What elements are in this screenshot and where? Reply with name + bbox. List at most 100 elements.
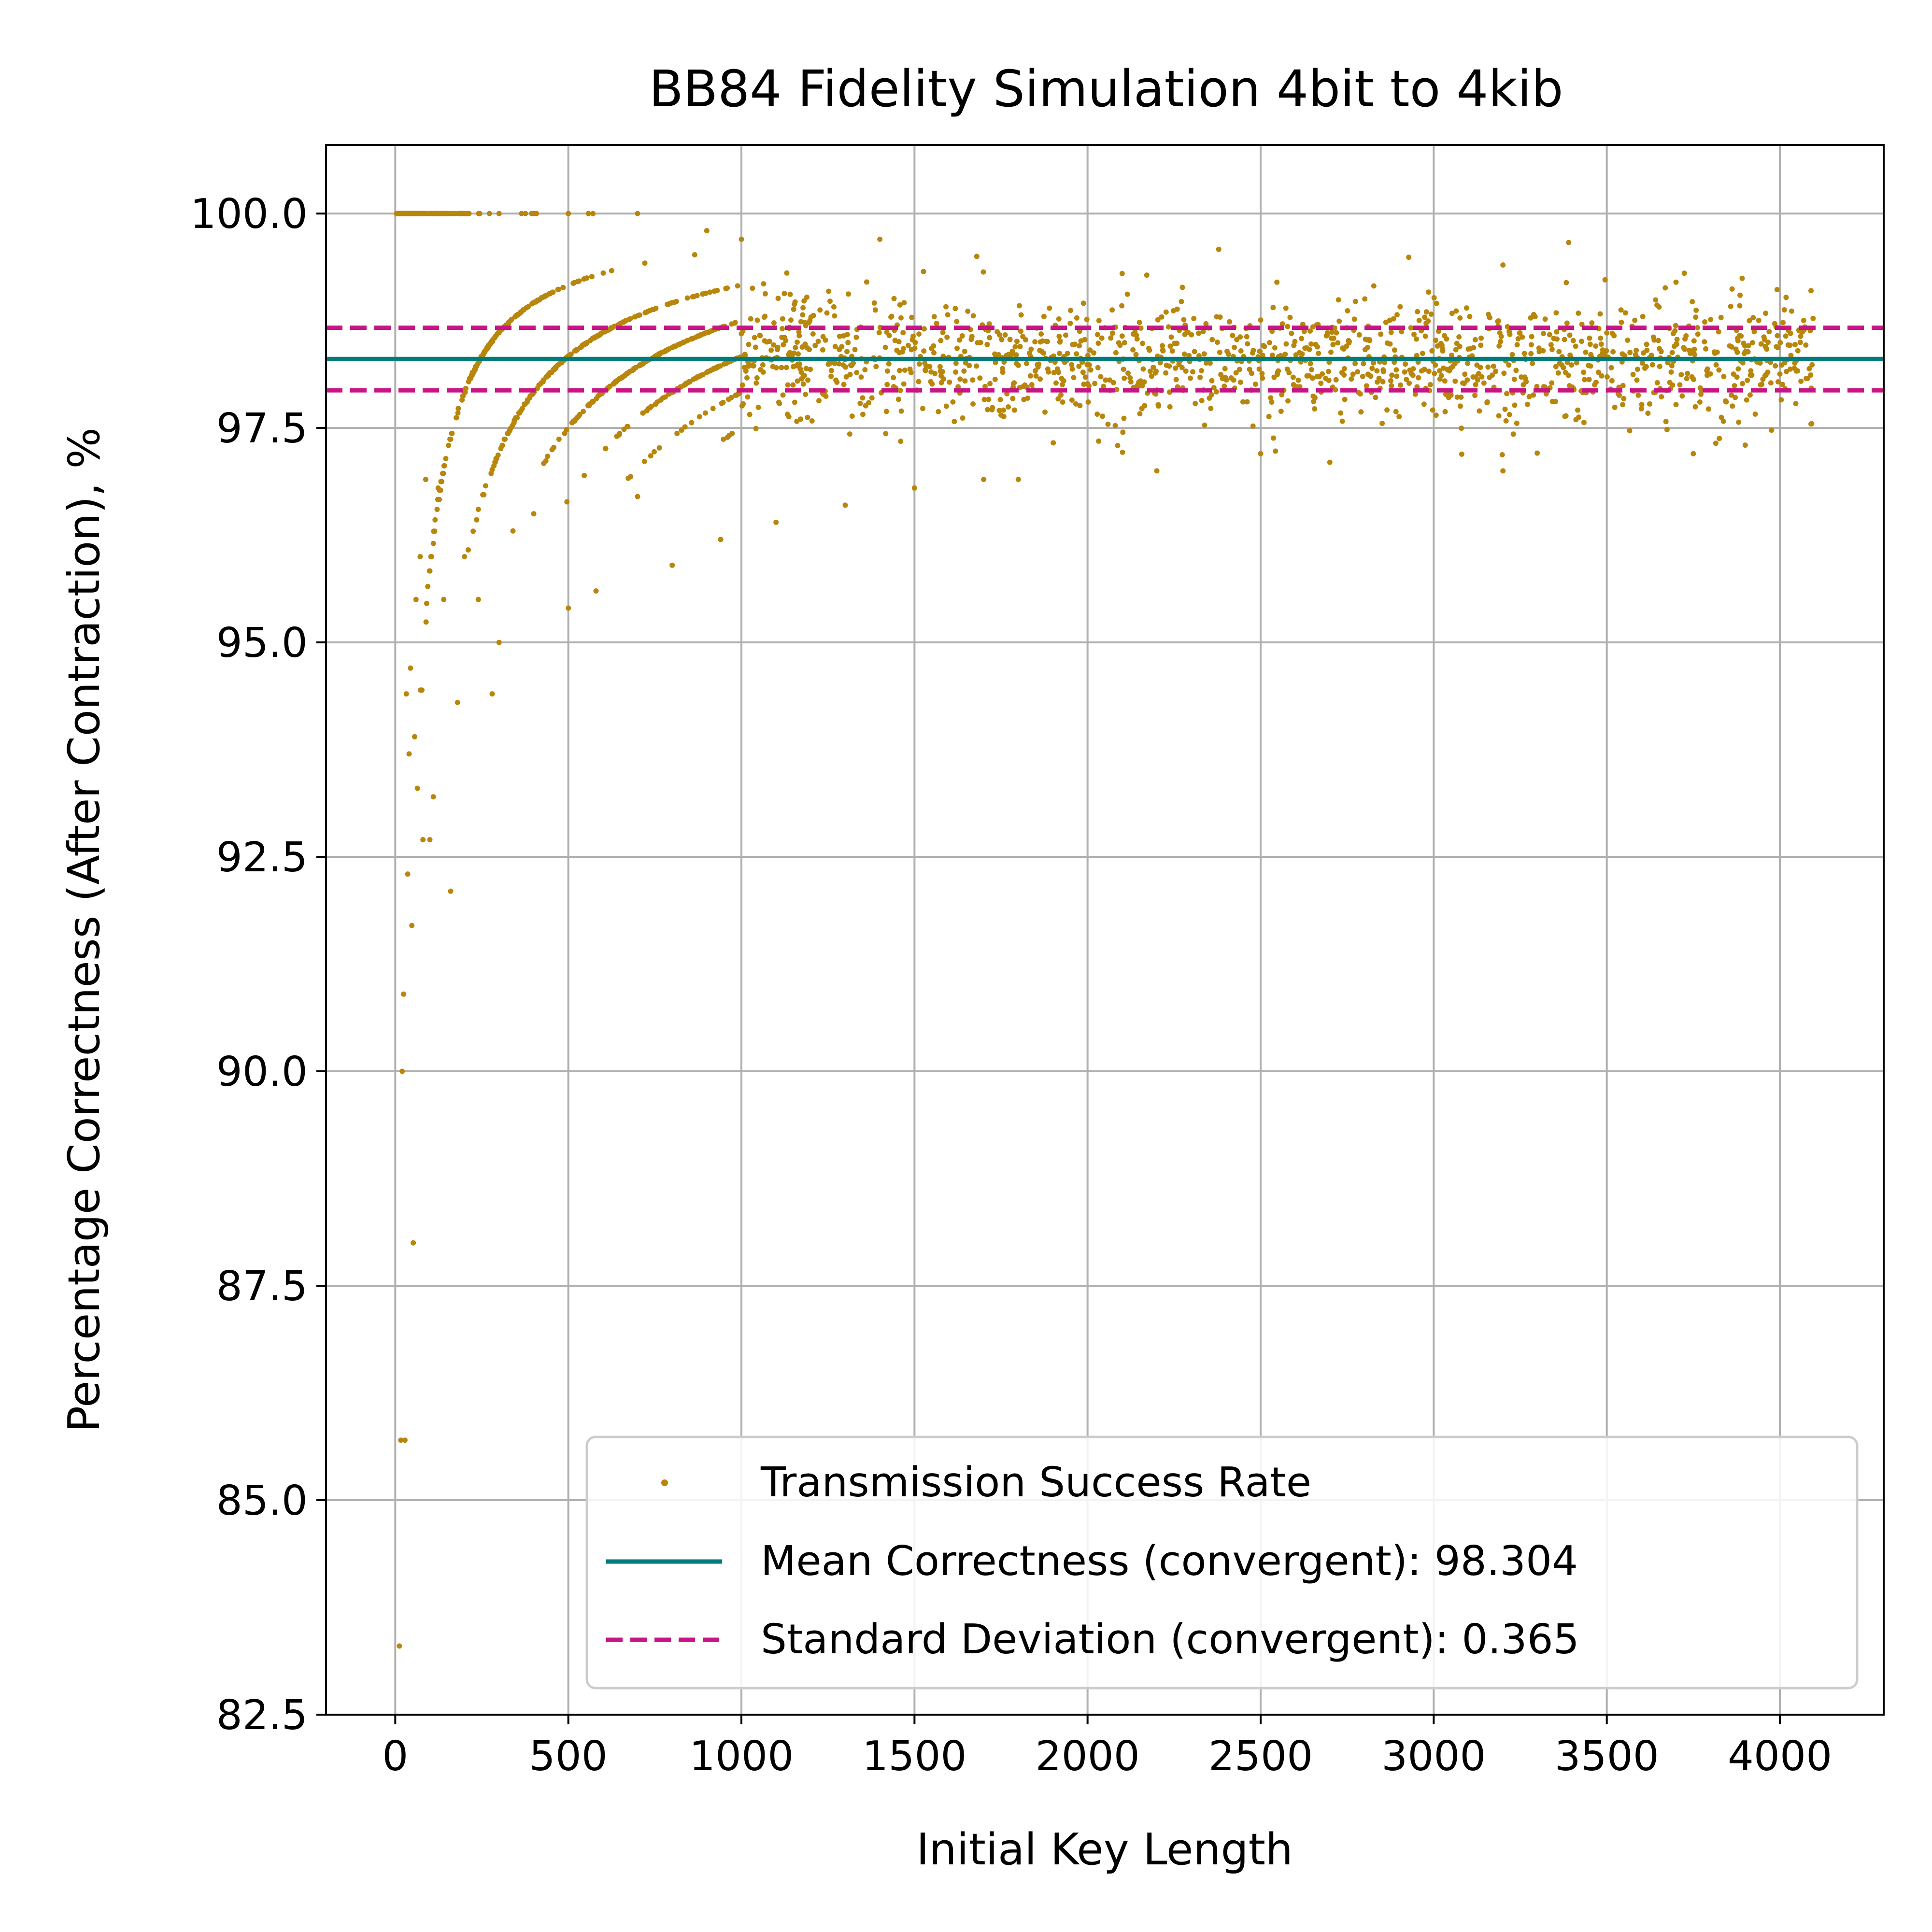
scatter-point <box>1404 377 1409 382</box>
scatter-point <box>1011 380 1017 386</box>
scatter-point <box>1087 347 1093 353</box>
scatter-point <box>1647 401 1652 407</box>
scatter-point <box>1693 307 1699 313</box>
scatter-point <box>786 414 792 420</box>
scatter-point <box>1784 369 1790 374</box>
scatter-point <box>1795 368 1801 374</box>
scatter-point <box>810 313 816 318</box>
scatter-point <box>1077 403 1083 409</box>
scatter-point <box>1553 398 1559 404</box>
scatter-point <box>1010 396 1016 401</box>
scatter-point <box>1326 369 1331 374</box>
scatter-point <box>1429 348 1435 354</box>
scatter-point <box>977 375 983 381</box>
scatter-point <box>1530 360 1535 366</box>
scatter-point <box>1069 366 1075 372</box>
scatter-point <box>1485 364 1491 370</box>
scatter-point <box>1341 366 1347 371</box>
scatter-point <box>1179 298 1184 304</box>
scatter-point <box>889 313 895 319</box>
scatter-point <box>953 369 959 375</box>
scatter-point <box>1732 383 1737 389</box>
scatter-point <box>566 211 571 216</box>
scatter-point <box>1587 335 1592 341</box>
scatter-point <box>1202 422 1208 428</box>
scatter-point <box>990 405 995 411</box>
scatter-point <box>1001 413 1007 419</box>
scatter-point <box>1364 383 1369 389</box>
scatter-point <box>1301 328 1307 334</box>
scatter-point <box>957 337 962 343</box>
scatter-point <box>815 339 821 344</box>
scatter-point <box>1604 348 1609 354</box>
scatter-point <box>748 316 753 322</box>
scatter-point <box>910 333 916 339</box>
scatter-point <box>551 444 557 450</box>
scatter-point <box>1085 399 1091 405</box>
scatter-point <box>1555 370 1561 376</box>
scatter-point <box>409 923 415 928</box>
scatter-point <box>1716 329 1721 335</box>
scatter-point <box>481 492 487 497</box>
scatter-point <box>902 367 908 373</box>
scatter-point <box>1056 369 1061 375</box>
scatter-point <box>1393 367 1399 373</box>
scatter-point <box>1691 338 1697 344</box>
scatter-point <box>1678 372 1684 378</box>
scatter-point <box>1528 351 1534 356</box>
scatter-point <box>761 281 767 287</box>
y-tick-label: 92.5 <box>216 834 308 881</box>
scatter-point <box>846 291 851 297</box>
scatter-point <box>743 368 749 374</box>
scatter-point <box>1684 376 1690 382</box>
scatter-point <box>1369 366 1375 371</box>
scatter-point <box>1295 377 1301 383</box>
scatter-point <box>1073 401 1079 407</box>
scatter-point <box>803 391 809 397</box>
scatter-point <box>1057 351 1063 356</box>
scatter-point <box>1627 350 1633 355</box>
scatter-point <box>1009 348 1015 354</box>
scatter-point <box>628 474 634 480</box>
scatter-point <box>1308 367 1314 372</box>
scatter-point <box>1495 318 1501 324</box>
scatter-point <box>1682 346 1688 352</box>
scatter-point <box>1024 361 1029 367</box>
scatter-point <box>1563 280 1569 285</box>
scatter-point <box>1669 350 1675 355</box>
scatter-point <box>704 228 710 234</box>
scatter-point <box>996 408 1002 413</box>
scatter-point <box>760 362 766 368</box>
scatter-point <box>1163 309 1169 315</box>
scatter-point <box>427 837 433 842</box>
scatter-point <box>796 351 801 357</box>
scatter-point <box>960 415 966 421</box>
scatter-point <box>798 369 804 375</box>
scatter-point <box>1119 270 1125 276</box>
scatter-point <box>847 371 853 377</box>
scatter-point <box>1136 319 1142 325</box>
scatter-point <box>1654 380 1660 385</box>
scatter-point <box>1114 387 1120 393</box>
scatter-point <box>1653 297 1659 303</box>
scatter-point <box>1352 361 1358 366</box>
scatter-point <box>1149 373 1154 379</box>
scatter-point <box>783 338 789 343</box>
scatter-point <box>746 341 752 347</box>
scatter-point <box>642 260 648 266</box>
scatter-point <box>1336 318 1342 324</box>
scatter-point <box>1140 341 1146 346</box>
scatter-point <box>805 414 810 420</box>
scatter-point <box>1669 363 1675 369</box>
scatter-point <box>1119 303 1125 309</box>
scatter-point <box>1333 387 1338 393</box>
scatter-point <box>1729 286 1735 292</box>
scatter-point <box>1108 335 1114 341</box>
scatter-point <box>576 278 582 284</box>
scatter-point <box>514 415 520 421</box>
scatter-point <box>1549 347 1555 352</box>
scatter-point <box>1085 353 1091 358</box>
scatter-point <box>1721 374 1727 379</box>
scatter-point <box>1602 277 1608 283</box>
scatter-point <box>943 403 949 409</box>
